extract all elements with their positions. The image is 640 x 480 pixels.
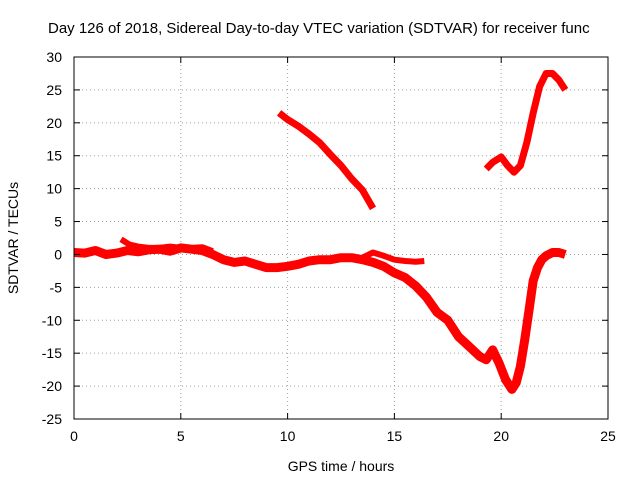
x-tick-label: 20 — [493, 428, 509, 444]
y-tick-label: 25 — [46, 82, 62, 98]
y-tick-label: -10 — [42, 312, 62, 328]
series-rising-segment — [483, 70, 569, 176]
x-tick-label: 5 — [177, 428, 185, 444]
y-tick-label: 5 — [54, 214, 62, 230]
y-tick-label: 10 — [46, 181, 62, 197]
y-tick-label: -15 — [42, 345, 62, 361]
y-tick-label: 30 — [46, 49, 62, 65]
x-tick-label: 15 — [387, 428, 403, 444]
y-axis-label: SDTVAR / TECUs — [5, 182, 21, 294]
chart-title: Day 126 of 2018, Sidereal Day-to-day VTE… — [48, 20, 590, 37]
y-tick-label: -20 — [42, 378, 62, 394]
y-tick-label: -5 — [50, 279, 63, 295]
plot-frame — [73, 56, 609, 420]
x-tick-label: 10 — [280, 428, 296, 444]
data-series — [73, 70, 569, 394]
y-tick-label: 15 — [46, 148, 62, 164]
y-tick-label: -25 — [42, 411, 62, 427]
series-upper-branch — [119, 236, 214, 255]
series-descending-segment — [276, 110, 377, 211]
grid-lines — [74, 57, 608, 419]
x-tick-label: 0 — [70, 428, 78, 444]
y-tick-label: 0 — [54, 246, 62, 262]
x-axis-label: GPS time / hours — [288, 458, 395, 474]
y-tick-label: 20 — [46, 115, 62, 131]
x-tick-label: 25 — [600, 428, 616, 444]
axis-ticks: 0 5 10 15 20 25 -25 -20 -15 -10 -5 0 5 10 15 20 25 30 — [42, 49, 616, 444]
series-main — [73, 243, 567, 394]
series-secondary-branch — [361, 249, 425, 265]
